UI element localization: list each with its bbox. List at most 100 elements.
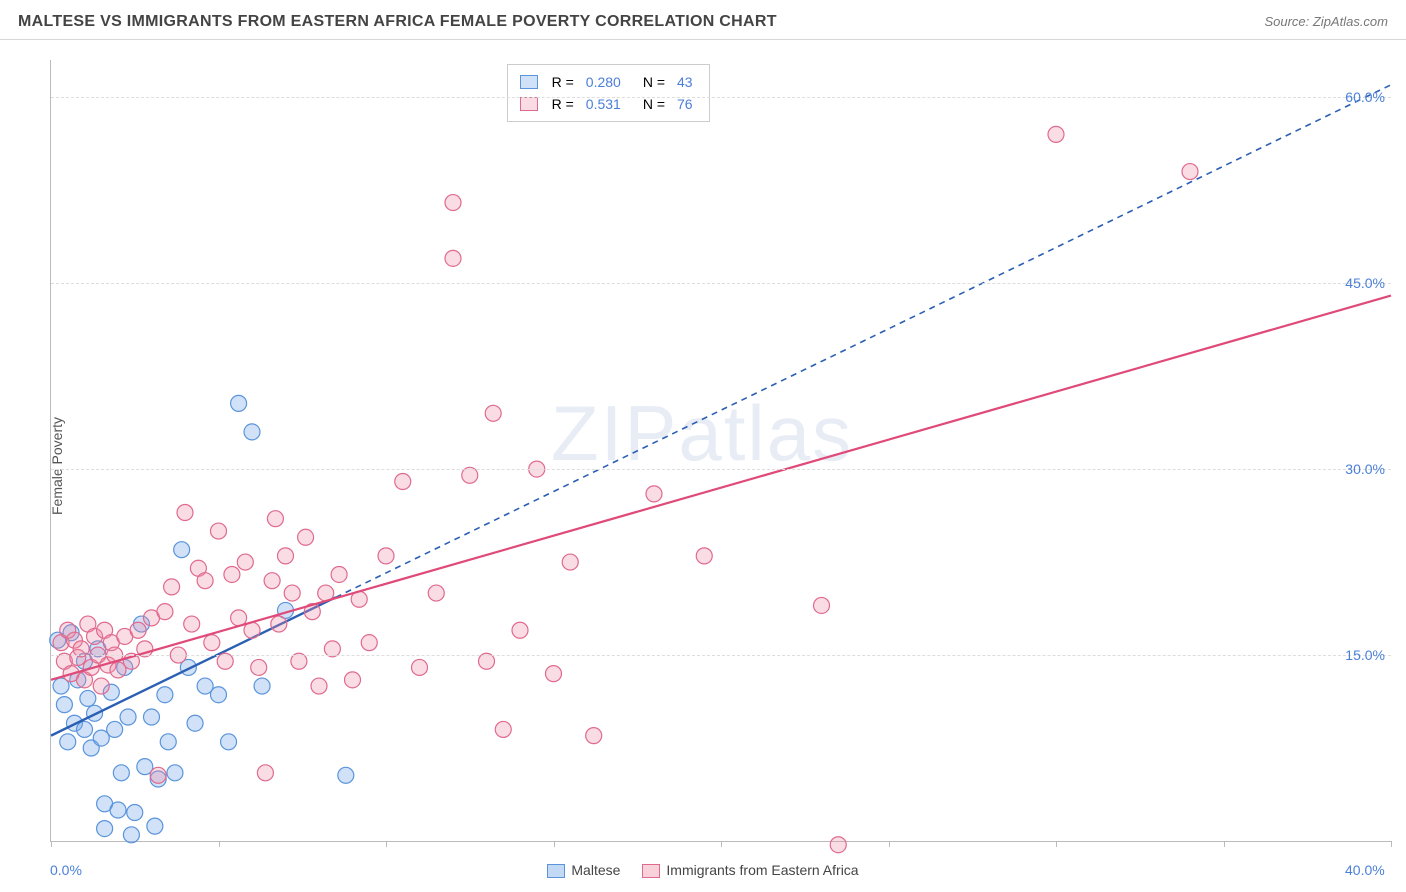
scatter-point: [395, 473, 411, 489]
scatter-point: [257, 765, 273, 781]
correlation-legend-row: R = 0.280 N = 43: [520, 71, 697, 93]
x-tick: [721, 841, 722, 847]
scatter-point: [157, 604, 173, 620]
scatter-point: [361, 635, 377, 651]
scatter-point: [160, 734, 176, 750]
scatter-point: [331, 566, 347, 582]
y-tick-label: 45.0%: [1345, 275, 1385, 291]
series-legend: Maltese Immigrants from Eastern Africa: [0, 862, 1406, 878]
scatter-point: [284, 585, 300, 601]
scatter-point: [586, 728, 602, 744]
scatter-point: [267, 511, 283, 527]
scatter-point: [345, 672, 361, 688]
scatter-point: [495, 721, 511, 737]
x-tick: [1224, 841, 1225, 847]
y-tick-label: 30.0%: [1345, 461, 1385, 477]
r-value: 0.280: [586, 71, 621, 93]
x-max-label: 40.0%: [1345, 862, 1385, 878]
series-legend-item: Immigrants from Eastern Africa: [642, 862, 858, 878]
scatter-point: [1048, 126, 1064, 142]
scatter-point: [120, 709, 136, 725]
scatter-point: [113, 765, 129, 781]
scatter-point: [485, 405, 501, 421]
scatter-point: [60, 734, 76, 750]
scatter-point: [271, 616, 287, 632]
series-legend-item: Maltese: [547, 862, 620, 878]
x-min-label: 0.0%: [50, 862, 82, 878]
source-label: Source:: [1264, 14, 1312, 29]
n-label: N =: [643, 71, 665, 93]
scatter-point: [211, 523, 227, 539]
scatter-point: [221, 734, 237, 750]
legend-swatch-icon: [520, 75, 538, 89]
plot-area: ZIPatlas R =0.280N =43R =0.531N =76 15.0…: [50, 60, 1391, 842]
scatter-point: [56, 697, 72, 713]
scatter-point: [164, 579, 180, 595]
grid-line: [51, 469, 1391, 470]
x-tick: [219, 841, 220, 847]
scatter-point: [107, 721, 123, 737]
legend-swatch-icon: [642, 864, 660, 878]
scatter-point: [445, 250, 461, 266]
scatter-point: [127, 804, 143, 820]
scatter-point: [830, 837, 846, 853]
source-name: ZipAtlas.com: [1313, 14, 1388, 29]
chart-title: MALTESE VS IMMIGRANTS FROM EASTERN AFRIC…: [18, 13, 777, 31]
scatter-point: [147, 818, 163, 834]
series-legend-label: Maltese: [571, 862, 620, 878]
scatter-point: [77, 721, 93, 737]
scatter-point: [264, 573, 280, 589]
scatter-point: [428, 585, 444, 601]
scatter-point: [123, 827, 139, 843]
scatter-point: [244, 424, 260, 440]
legend-swatch-icon: [520, 97, 538, 111]
x-tick: [554, 841, 555, 847]
scatter-point: [646, 486, 662, 502]
scatter-point: [93, 678, 109, 694]
scatter-point: [298, 529, 314, 545]
correlation-legend: R =0.280N =43R =0.531N =76: [507, 64, 710, 122]
chart-source: Source: ZipAtlas.com: [1264, 14, 1388, 29]
scatter-point: [546, 666, 562, 682]
scatter-point: [237, 554, 253, 570]
chart-header: MALTESE VS IMMIGRANTS FROM EASTERN AFRIC…: [0, 0, 1406, 40]
grid-line: [51, 97, 1391, 98]
scatter-point: [278, 548, 294, 564]
plot-svg: [51, 60, 1391, 841]
y-tick-label: 60.0%: [1345, 89, 1385, 105]
scatter-point: [157, 687, 173, 703]
scatter-point: [1182, 164, 1198, 180]
legend-swatch-icon: [547, 864, 565, 878]
scatter-point: [110, 802, 126, 818]
scatter-point: [412, 659, 428, 675]
scatter-point: [562, 554, 578, 570]
scatter-point: [224, 566, 240, 582]
scatter-point: [187, 715, 203, 731]
scatter-point: [251, 659, 267, 675]
scatter-point: [378, 548, 394, 564]
scatter-point: [197, 573, 213, 589]
scatter-point: [254, 678, 270, 694]
grid-line: [51, 283, 1391, 284]
scatter-point: [144, 709, 160, 725]
x-tick: [386, 841, 387, 847]
scatter-point: [696, 548, 712, 564]
x-tick: [889, 841, 890, 847]
y-tick-label: 15.0%: [1345, 647, 1385, 663]
scatter-point: [204, 635, 220, 651]
scatter-point: [512, 622, 528, 638]
trendline: [51, 296, 1391, 680]
scatter-point: [184, 616, 200, 632]
scatter-point: [150, 767, 166, 783]
n-value: 43: [677, 71, 693, 93]
scatter-point: [80, 690, 96, 706]
x-tick: [1391, 841, 1392, 847]
r-label: R =: [552, 71, 574, 93]
scatter-point: [174, 542, 190, 558]
x-tick: [1056, 841, 1057, 847]
scatter-point: [177, 504, 193, 520]
scatter-point: [311, 678, 327, 694]
scatter-point: [167, 765, 183, 781]
series-legend-label: Immigrants from Eastern Africa: [666, 862, 858, 878]
scatter-point: [211, 687, 227, 703]
